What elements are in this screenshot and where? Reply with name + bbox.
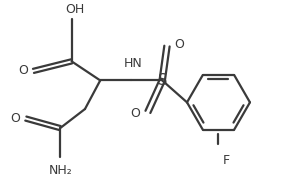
Text: NH₂: NH₂ <box>48 164 72 177</box>
Text: O: O <box>18 64 28 77</box>
Text: O: O <box>131 107 140 120</box>
Text: O: O <box>175 38 185 51</box>
Text: OH: OH <box>65 3 84 16</box>
Text: F: F <box>223 154 230 167</box>
Text: HN: HN <box>123 57 142 70</box>
Text: O: O <box>10 112 20 125</box>
Text: S: S <box>157 73 167 88</box>
